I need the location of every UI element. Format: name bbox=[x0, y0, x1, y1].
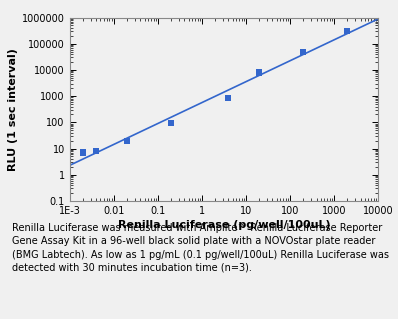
X-axis label: Renilla Luciferase (pg/well/100uL): Renilla Luciferase (pg/well/100uL) bbox=[117, 220, 330, 230]
Point bbox=[300, 49, 306, 54]
Y-axis label: RLU (1 sec interval): RLU (1 sec interval) bbox=[8, 48, 18, 171]
Point bbox=[124, 138, 130, 143]
Point bbox=[256, 70, 262, 75]
Point bbox=[80, 150, 86, 155]
Point bbox=[168, 120, 174, 125]
Text: Renilla Luciferase was measured with Amplite™ Renilla Luciferase Reporter
Gene A: Renilla Luciferase was measured with Amp… bbox=[12, 223, 389, 273]
Point bbox=[93, 149, 100, 154]
Point bbox=[344, 29, 351, 34]
Point bbox=[225, 95, 232, 100]
